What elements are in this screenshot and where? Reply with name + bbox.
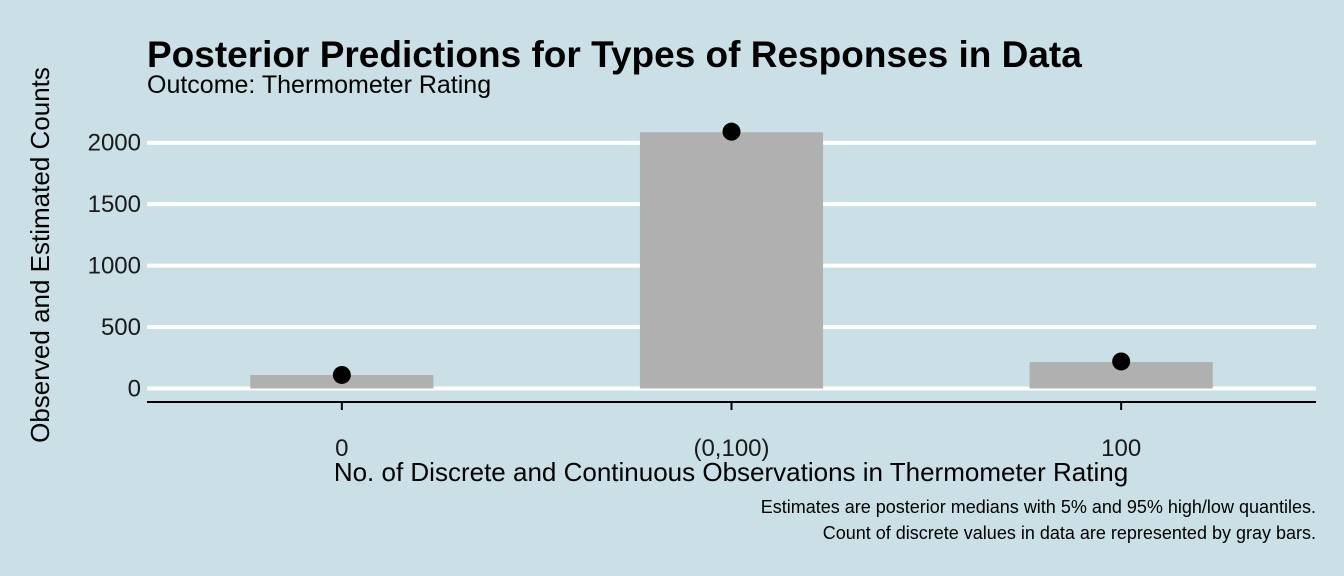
x-tick-label: 0 — [335, 435, 348, 462]
y-tick-label: 1500 — [88, 191, 141, 218]
y-axis-label: Observed and Estimated Counts — [25, 67, 55, 443]
x-tick-label: (0,100) — [693, 435, 769, 462]
bars — [250, 132, 1213, 389]
chart-title: Posterior Predictions for Types of Respo… — [147, 34, 1082, 75]
caption-line-2: Count of discrete values in data are rep… — [823, 523, 1316, 543]
y-tick-label: 0 — [128, 375, 141, 402]
y-tick-label: 500 — [101, 314, 141, 341]
x-tick-label: 100 — [1101, 435, 1141, 462]
y-tick-labels: 0 500 1000 1500 2000 — [88, 130, 141, 403]
caption-line-1: Estimates are posterior medians with 5% … — [761, 497, 1316, 517]
chart-subtitle: Outcome: Thermometer Rating — [147, 71, 491, 99]
estimate-point — [332, 365, 351, 384]
x-axis-label: No. of Discrete and Continuous Observati… — [334, 457, 1128, 487]
points — [332, 122, 1131, 384]
x-ticks: 0 (0,100) 100 — [335, 402, 1141, 462]
bar — [639, 132, 824, 389]
y-tick-label: 2000 — [88, 130, 141, 157]
y-tick-label: 1000 — [88, 253, 141, 280]
estimate-point — [1112, 352, 1131, 371]
estimate-point — [722, 122, 741, 141]
